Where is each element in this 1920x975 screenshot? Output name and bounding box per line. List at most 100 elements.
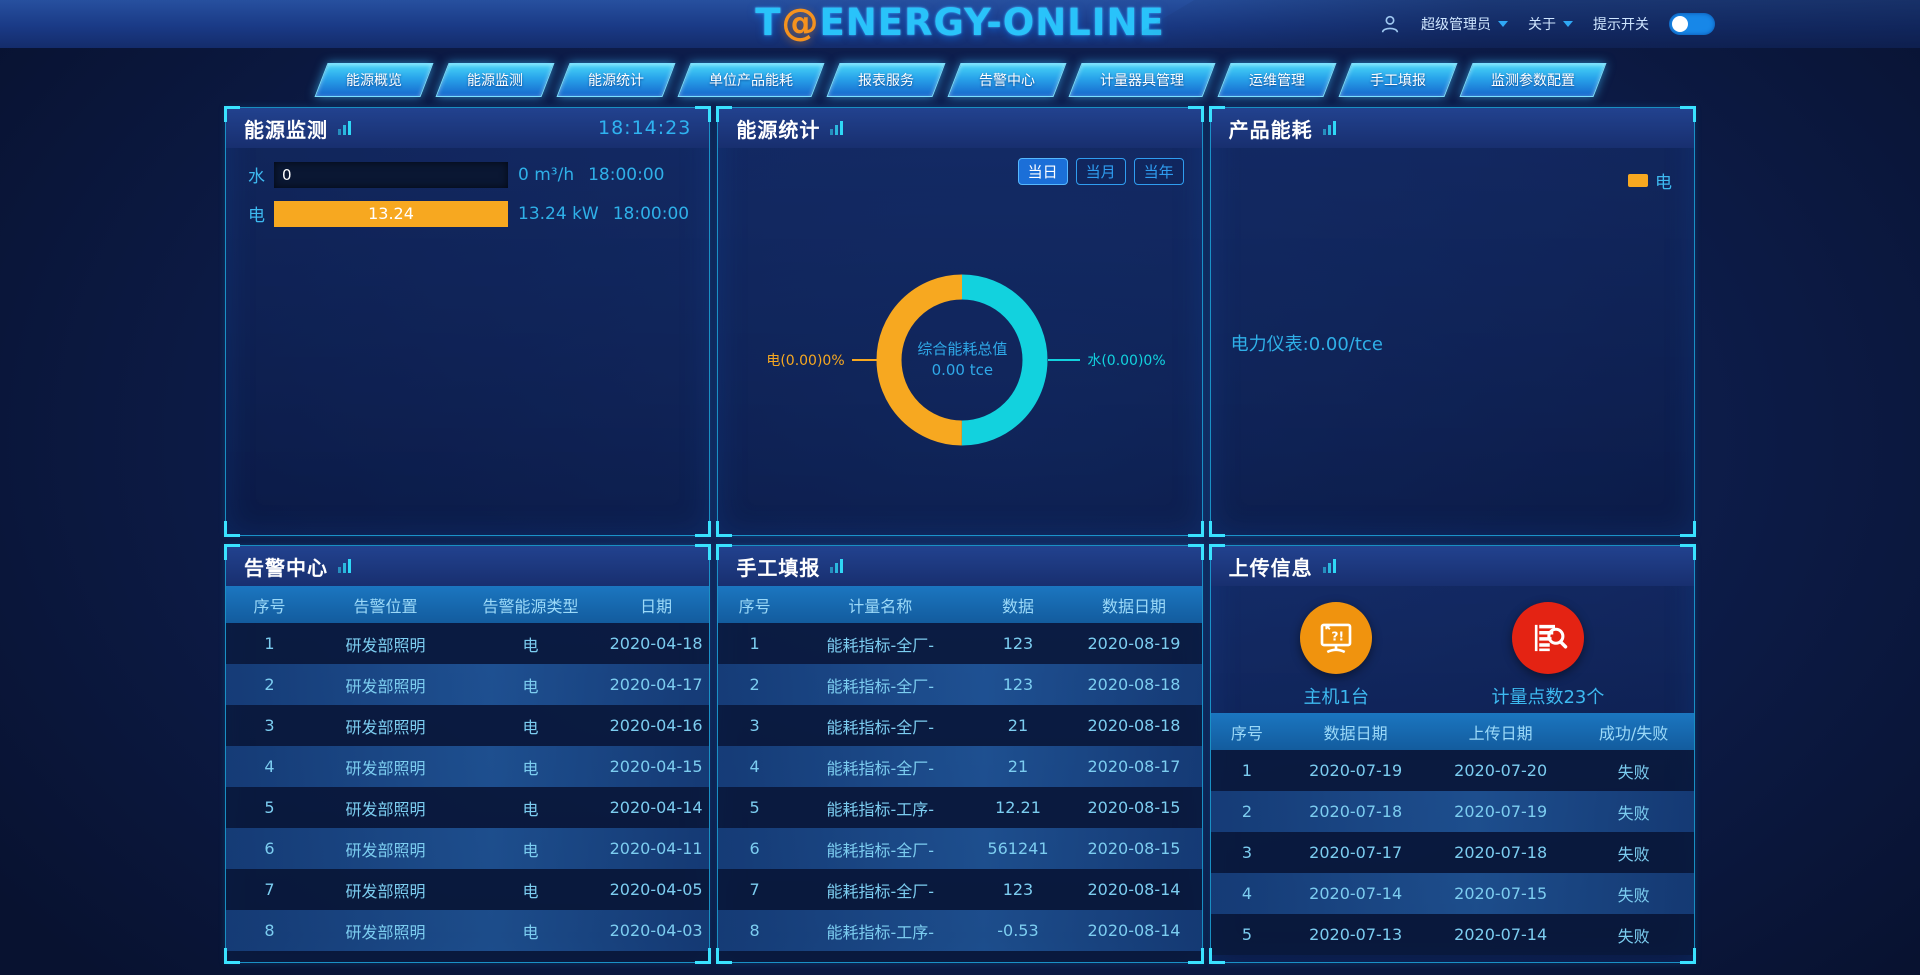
period-tabs: 当日 当月 当年: [1017, 158, 1184, 185]
cell-seq: 4: [749, 757, 760, 776]
manual-entry-row: 1 能耗指标-全厂- 123 2020-08-19: [718, 623, 1202, 664]
donut-center-value: 0.00 tce: [931, 361, 994, 379]
manual-entry-row: 8 能耗指标-工序- -0.53 2020-08-14: [718, 910, 1202, 951]
cell-status: 失败: [1617, 762, 1650, 782]
table-header-cell: 序号: [253, 596, 286, 616]
nav-tab-label: 能源监测: [466, 73, 523, 89]
nav-tab[interactable]: 手工填报: [1337, 63, 1458, 97]
upload-table-body: 1 2020-07-19 2020-07-20 失败 2 2020-07-18 …: [1210, 750, 1694, 955]
cell-energy-type: 电: [522, 922, 539, 942]
equalizer-icon: [830, 121, 844, 135]
cell-meter-name: 能耗指标-全厂-: [826, 758, 934, 778]
cell-date: 2020-04-17: [609, 675, 703, 694]
about-menu[interactable]: 关于: [1528, 14, 1573, 34]
electric-bar: 13.24: [274, 200, 508, 227]
chevron-down-icon: [1498, 21, 1508, 27]
electric-reading: 13.24 kW 18:00:00: [518, 204, 689, 224]
main-nav: 能源概览 能源监测 能源统计 单位产品能耗 报表服务 告警中心 计量器具管理 运…: [0, 48, 1920, 104]
upload-row: 1 2020-07-19 2020-07-20 失败: [1210, 750, 1694, 791]
cell-seq: 7: [264, 880, 275, 899]
electric-value: 13.24 kW: [518, 203, 599, 224]
svg-text:?!: ?!: [1332, 630, 1345, 644]
table-header-cell: 数据日期: [1323, 723, 1388, 743]
cell-date: 2020-08-17: [1087, 757, 1181, 776]
upload-info-body: ?! 主机1台: [1210, 586, 1694, 962]
table-header-cell: 告警位置: [353, 596, 418, 616]
nav-tab[interactable]: 监测参数配置: [1458, 63, 1607, 97]
tip-toggle[interactable]: [1669, 13, 1715, 35]
table-header-cell: 告警能源类型: [482, 596, 579, 616]
nav-tab[interactable]: 能源统计: [555, 63, 676, 97]
cell-seq: 2: [264, 675, 275, 694]
cell-status: 失败: [1617, 885, 1650, 905]
tab-today[interactable]: 当日: [1017, 158, 1068, 185]
cell-seq: 1: [749, 634, 760, 653]
nav-tab[interactable]: 单位产品能耗: [676, 63, 825, 97]
tab-month[interactable]: 当月: [1075, 158, 1126, 185]
cell-meter-name: 能耗指标-全厂-: [826, 881, 934, 901]
equalizer-icon: [830, 559, 844, 573]
cell-location: 研发部照明: [345, 799, 426, 819]
cell-date: 2020-08-18: [1087, 675, 1181, 694]
nav-tab[interactable]: 告警中心: [946, 63, 1067, 97]
cell-value: 21: [1007, 716, 1029, 735]
nav-tab[interactable]: 运维管理: [1216, 63, 1337, 97]
cell-data-date: 2020-07-19: [1309, 761, 1403, 780]
alarm-row: 7 研发部照明 电 2020-04-05: [226, 869, 710, 910]
cell-upload-date: 2020-07-19: [1454, 802, 1548, 821]
alarm-row: 3 研发部照明 电 2020-04-16: [226, 705, 710, 746]
water-value: 0 m³/h: [518, 164, 575, 185]
cell-seq: 3: [749, 716, 760, 735]
water-bar: 0: [274, 161, 508, 188]
panel-title: 能源监测: [244, 117, 328, 142]
cell-date: 2020-08-14: [1087, 880, 1181, 899]
leader-line: [1048, 359, 1081, 361]
energy-stats-body: 当日 当月 当年 综合能耗总值 0.00 tce 电(0.00)0% 水(0.0…: [718, 148, 1201, 535]
username-label: 超级管理员: [1421, 17, 1491, 33]
cell-energy-type: 电: [522, 758, 539, 778]
nav-tab-label: 告警中心: [978, 73, 1035, 89]
table-header-cell: 数据日期: [1101, 596, 1166, 616]
about-label: 关于: [1528, 17, 1556, 33]
nav-tab-label: 运维管理: [1248, 73, 1305, 89]
panel-header: 产品能耗: [1210, 108, 1694, 148]
cell-seq: 4: [1241, 884, 1252, 903]
panel-header: 告警中心: [226, 546, 710, 586]
electric-bar-fill: [274, 200, 508, 227]
nav-tab[interactable]: 报表服务: [825, 63, 946, 97]
nav-tab[interactable]: 计量器具管理: [1067, 63, 1216, 97]
cell-value: 561241: [987, 839, 1049, 858]
alarm-row: 4 研发部照明 电 2020-04-15: [226, 746, 710, 787]
cell-location: 研发部照明: [345, 758, 426, 778]
water-reading: 0 m³/h 18:00:00: [518, 165, 664, 185]
nav-tab[interactable]: 能源监测: [434, 63, 555, 97]
product-energy-body: 电 电力仪表:0.00/tce: [1211, 148, 1694, 535]
table-header-cell: 序号: [738, 596, 771, 616]
cell-value: -0.53: [997, 921, 1039, 940]
tab-year[interactable]: 当年: [1133, 158, 1184, 185]
water-gauge-row: 水 0 0 m³/h 18:00:00: [248, 161, 693, 188]
manual-entry-panel: 手工填报 序号 计量名称 数据 数据日期 1 能耗指标-全厂- 123 2020-08…: [716, 544, 1204, 964]
table-header-row: 序号 告警位置 告警能源类型 日期: [226, 586, 710, 623]
water-slice-text: 水(0.00)0%: [1087, 353, 1166, 369]
cell-meter-name: 能耗指标-工序-: [826, 922, 934, 942]
cell-location: 研发部照明: [345, 840, 426, 860]
electric-meter-text: 电力仪表:0.00/tce: [1230, 334, 1383, 355]
meter-count-stat: 计量点数23个: [1491, 602, 1604, 709]
panel-grid: 能源监测 18:14:23 水 0 0 m³/h 18:00:00: [0, 104, 1920, 964]
cell-seq: 1: [264, 634, 275, 653]
cell-location: 研发部照明: [345, 635, 426, 655]
user-menu[interactable]: 超级管理员: [1421, 14, 1508, 34]
logo-text: T: [755, 0, 782, 44]
cell-seq: 6: [264, 839, 275, 858]
cell-date: 2020-04-14: [609, 798, 703, 817]
donut-center-label: 综合能耗总值 0.00 tce: [876, 274, 1048, 446]
cell-energy-type: 电: [522, 881, 539, 901]
chart-legend: 电: [1628, 168, 1672, 193]
alarm-row: 6 研发部照明 电 2020-04-11: [226, 828, 710, 869]
nav-tab-label: 监测参数配置: [1490, 73, 1575, 89]
cell-meter-name: 能耗指标-全厂-: [826, 676, 934, 696]
table-header-cell: 成功/失败: [1598, 723, 1669, 743]
electric-time: 18:00:00: [612, 203, 690, 224]
nav-tab[interactable]: 能源概览: [313, 63, 434, 97]
